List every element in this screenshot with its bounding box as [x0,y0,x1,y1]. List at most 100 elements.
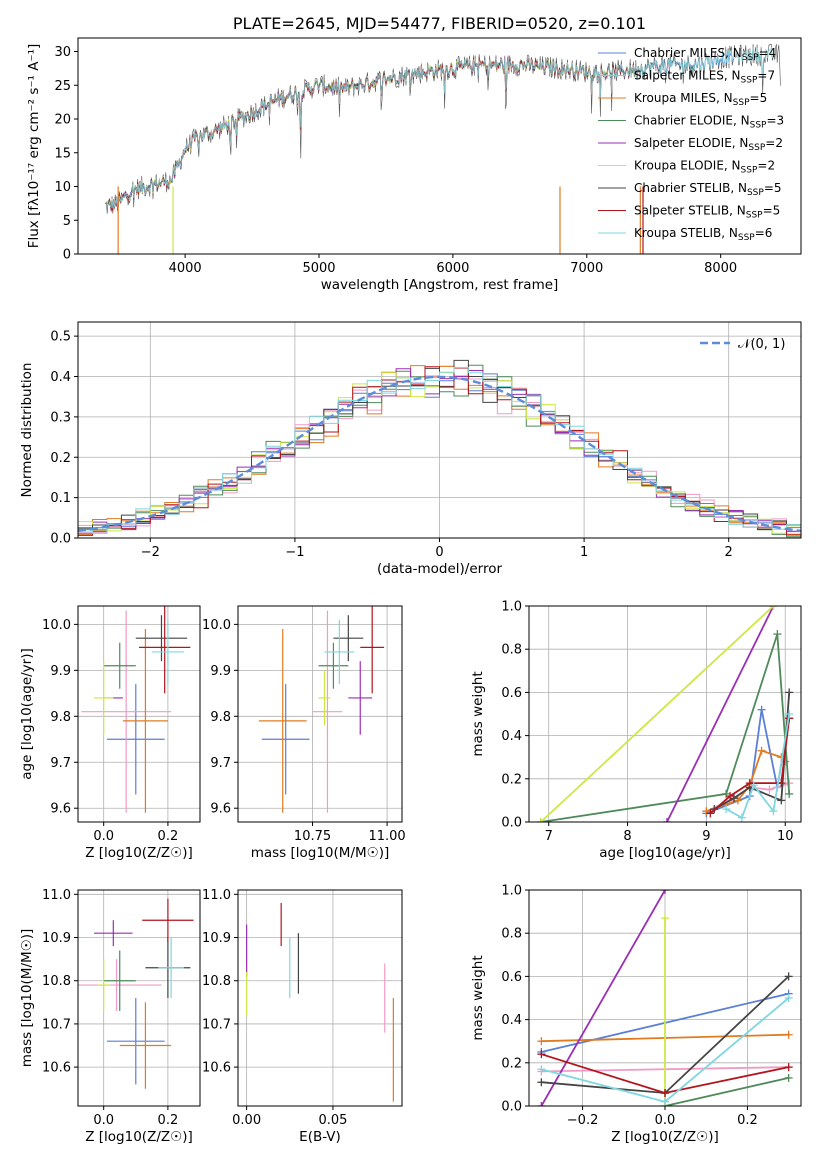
legend-label: Salpeter MILES, NSSP=7 [634,69,775,86]
y-tick-label: 0.6 [501,686,522,701]
weight-series-line [540,890,666,1106]
x-tick-label: 9 [702,829,710,844]
x-tick-label: 0.05 [318,1113,347,1128]
legend-label: Kroupa ELODIE, NSSP=2 [634,159,775,176]
x-tick-label: −2 [141,545,160,560]
legend-label: Salpeter ELODIE, NSSP=2 [634,136,783,153]
y-tick-label: 9.7 [50,756,71,771]
y-tick-label: 10.0 [42,618,71,633]
x-tick-label: 0.0 [93,829,114,844]
chart-title: PLATE=2645, MJD=54477, FIBERID=0520, z=0… [233,14,646,33]
weight-series-line [540,633,791,822]
y-tick-label: 11.0 [202,888,231,903]
axes-frame [77,889,201,1107]
x-tick-label: 1 [580,545,588,560]
x-axis-label: wavelength [Angstrom, rest frame] [321,277,559,293]
y-tick-label: 0.8 [501,643,522,658]
legend-label: Chabrier MILES, NSSP=4 [634,46,776,63]
histogram-lines [78,359,801,538]
x-axis-label: Z [log10(Z/Z☉)] [85,845,193,861]
gaussian-curve [78,375,801,533]
x-tick-label: 7 [545,829,553,844]
y-tick-label: 10.7 [42,1017,71,1032]
weight-lines [537,890,793,1106]
x-tick-label: 5000 [302,261,335,276]
ticks: 0.00 0.05 10.6 10.7 10.8 10.9 11.0 [202,888,347,1128]
y-tick-label: 1.0 [501,884,522,899]
x-tick-label: 8 [623,829,631,844]
ticks: 0.0 0.2 9.6 9.7 9.8 9.9 10.0 [42,618,178,844]
y-tick-label: 0.2 [50,451,71,466]
y-tick-label: 0.2 [501,772,522,787]
ticks: −2 −1 0 1 2 0.0 0.1 0.2 0.3 0.4 0.5 [50,330,733,560]
ticks: 10.75 11.00 9.6 9.7 9.8 9.9 10.0 [202,618,406,844]
errorbars [258,606,385,813]
model-series-line [107,47,775,209]
x-axis-label: Z [log10(Z/Z☉)] [85,1129,193,1145]
x-axis-label: Z [log10(Z/Z☉)] [611,1129,719,1145]
mass-vs-ebv-panel: 0.00 0.05 10.6 10.7 10.8 10.9 11.0 E(B-V) [202,888,403,1145]
ticks: 4000 5000 6000 7000 8000 0 5 10 15 20 25 30 [54,45,737,276]
axes-frame [237,605,403,823]
axes-frame [528,605,802,823]
ticks: 0.0 0.2 10.6 10.7 10.8 10.9 11.0 [42,888,178,1128]
ticks: −0.2 0.0 0.2 0.0 0.2 0.4 0.6 0.8 1.0 [501,884,757,1129]
ticks: 7 8 9 10 0.0 0.2 0.4 0.6 0.8 1.0 [501,600,793,845]
x-tick-label: 10.75 [294,829,331,844]
y-tick-label: 9.9 [210,664,231,679]
y-axis-label: Flux [fλ10⁻¹⁷ erg cm⁻² s⁻¹ A⁻¹] [26,44,42,249]
weight-series-line [540,606,775,822]
y-tick-label: 10.7 [202,1017,231,1032]
x-axis-label: mass [log10(M/M☉)] [251,845,390,861]
y-tick-label: 0.2 [501,1056,522,1071]
legend-label: 𝒩(0, 1) [738,337,785,352]
y-tick-label: 0.6 [501,970,522,985]
y-tick-label: 10.6 [202,1061,231,1076]
y-tick-label: 9.6 [210,802,231,817]
mass-vs-Z-panel: 0.0 0.2 10.6 10.7 10.8 10.9 11.0 Z [log10(Z/Z☉)… [19,888,201,1145]
spectrum-panel: 4000 5000 6000 7000 8000 0 5 10 15 20 25 30 waveleng… [26,14,802,293]
y-tick-label: 10.9 [42,931,71,946]
weight-series-line [666,606,775,822]
x-axis-label: age [log10(age/yr)] [599,845,731,861]
x-tick-label: 0.2 [158,1113,179,1128]
legend-label: Salpeter STELIB, NSSP=5 [634,204,780,221]
weight-vs-age-panel: 7 8 9 10 0.0 0.2 0.4 0.6 0.8 1.0 age [log10(age/yr… [470,600,802,861]
spectrum-lines [104,43,781,254]
x-tick-label: 10 [777,829,794,844]
y-axis-label: mass weight [470,671,486,756]
x-tick-label: 0.2 [737,1113,758,1128]
y-axis-label: Normed distribution [19,363,35,498]
legend-label: Chabrier ELODIE, NSSP=3 [634,114,784,131]
y-tick-label: 20 [54,113,71,128]
age-vs-Z-panel: 0.0 0.2 9.6 9.7 9.8 9.9 10.0 Z [log10(Z/Z☉)] age… [19,605,201,861]
errorbars [246,902,394,1102]
y-tick-label: 0.0 [501,816,522,831]
y-tick-label: 10.6 [42,1061,71,1076]
legend-label: Chabrier STELIB, NSSP=5 [634,181,782,198]
x-tick-label: 0.00 [232,1113,261,1128]
legend: 𝒩(0, 1) [700,337,785,352]
axes-frame [77,321,802,539]
y-tick-label: 0.1 [50,491,71,506]
axes-frame [237,889,403,1107]
x-axis-label: (data-model)/error [377,561,503,577]
y-tick-label: 1.0 [501,600,522,615]
y-tick-label: 10.0 [202,618,231,633]
weight-lines [536,606,794,822]
x-tick-label: 7000 [570,261,603,276]
legend-label: Kroupa MILES, NSSP=5 [634,91,767,108]
y-tick-label: 0.5 [50,330,71,345]
x-tick-label: 2 [725,545,733,560]
y-tick-label: 5 [63,214,71,229]
y-tick-label: 25 [54,79,71,94]
y-tick-label: 0.0 [50,532,71,547]
x-tick-label: −1 [285,545,304,560]
axes-frame [528,889,802,1107]
x-tick-label: 0 [435,545,443,560]
x-tick-label: 0.0 [93,1113,114,1128]
x-tick-label: 11.00 [368,829,405,844]
y-tick-label: 9.7 [210,756,231,771]
axes-frame [77,37,802,255]
